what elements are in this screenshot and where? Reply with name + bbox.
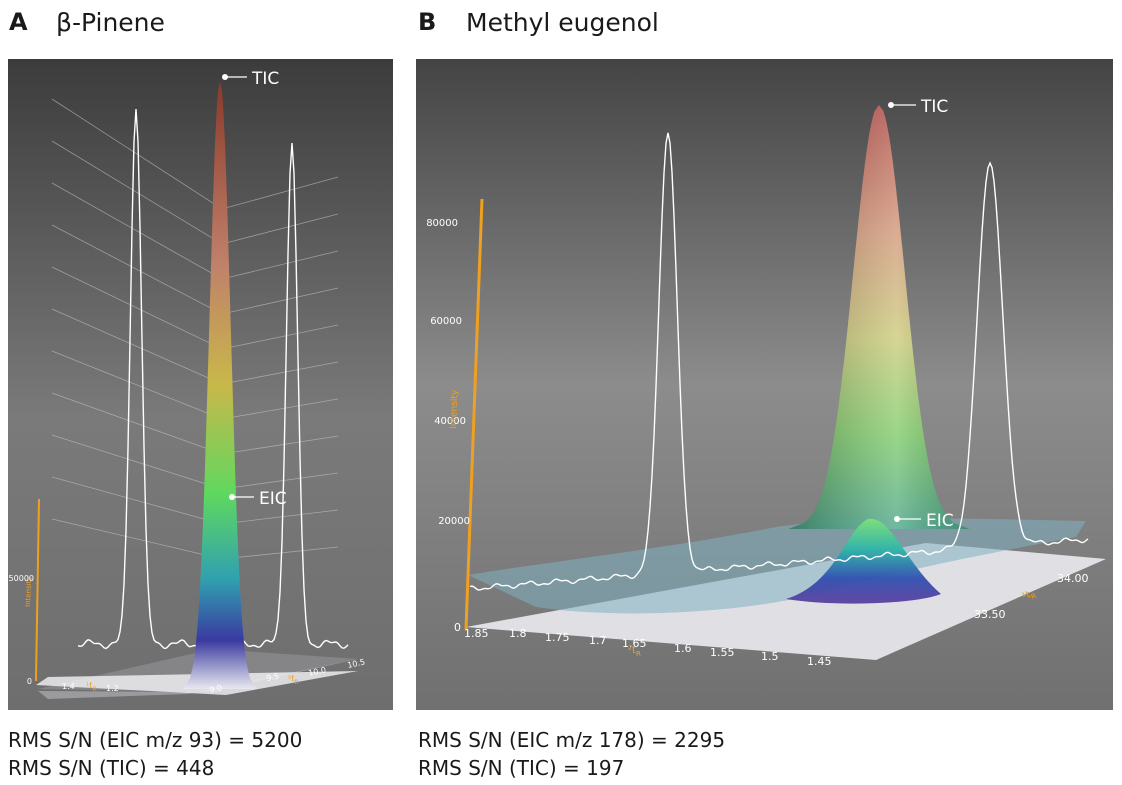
panel-b-eic-peak	[786, 518, 941, 604]
panel-a-xtick: 9.0	[209, 684, 223, 695]
panel-a-tic-peak	[182, 81, 258, 689]
panel-b-floor	[466, 543, 1106, 660]
panel-b-caption: RMS S/N (EIC m/z 178) = 2295 RMS S/N (TI…	[418, 726, 725, 782]
panel-b-xtick: 1.65	[622, 637, 647, 650]
panel-b-xtick: 1.55	[710, 646, 735, 659]
panel-a-x2-label: ²tR	[288, 674, 299, 686]
panel-b-xtick: 1.85	[464, 627, 489, 640]
panel-b-plot: 0 20000 40000 60000 80000 Intensity 1.85 1.8 1.7…	[416, 59, 1113, 710]
panel-b-x2-label: ¹tR	[1021, 587, 1038, 604]
panel-b-x2tick: 33.50	[974, 608, 1006, 621]
panel-a-x1-sub: R	[92, 686, 96, 693]
panel-b-x2-sub: R	[1030, 592, 1038, 601]
panel-b-title: Methyl eugenol	[466, 8, 659, 37]
panel-b-xtick: 1.6	[674, 642, 692, 655]
panel-b-xtick: 1.75	[545, 631, 570, 644]
panel-b-ytick: 80000	[426, 218, 458, 229]
panel-b-axis-title: Intensity	[449, 389, 460, 429]
panel-a-stat-eic: RMS S/N (EIC m/z 93) = 5200	[8, 728, 303, 752]
panel-a-letter: A	[9, 8, 28, 36]
panel-b-ytick: 40000	[434, 416, 466, 427]
panel-a-stat-tic: RMS S/N (TIC) = 448	[8, 756, 215, 780]
panel-b-eic-label: EIC	[926, 511, 954, 531]
panel-b-xtick: 1.45	[807, 655, 832, 668]
panel-a-axis-title: Intensity	[24, 576, 33, 607]
panel-b-stat-tic: RMS S/N (TIC) = 197	[418, 756, 625, 780]
panel-b-svg: 0 20000 40000 60000 80000 Intensity 1.85 1.8 1.7…	[416, 59, 1113, 710]
panel-b-intensity-axis: 0 20000 40000 60000 80000 Intensity	[426, 198, 484, 634]
panel-b-ytick: 0	[454, 621, 461, 634]
panel-a-ytick-50000: 50000	[9, 574, 34, 583]
panel-b-letter: B	[418, 8, 437, 36]
panel-b-xtick: 1.7	[589, 634, 607, 647]
panel-a-tic-label: TIC	[251, 69, 279, 89]
panel-b-ytick: 20000	[438, 516, 470, 527]
panel-b-tic-label: TIC	[920, 97, 948, 117]
panel-b-trace	[469, 132, 1089, 591]
panel-a-floor-ripple	[38, 659, 358, 699]
panel-a-xtick: 10.0	[308, 665, 327, 678]
panel-a-title: β-Pinene	[56, 8, 165, 37]
panel-a-xtick: 9.5	[266, 672, 280, 683]
panel-b-xtick: 1.5	[761, 650, 779, 663]
panel-a-eic-label: EIC	[259, 489, 287, 509]
panel-a-ytick-0: 0	[27, 677, 32, 686]
panel-b-tic-shading	[788, 105, 970, 529]
panel-a-x2-sub: R	[294, 679, 298, 686]
panel-a-xtick: 10.5	[347, 657, 366, 670]
panel-b-x2tick: 34.00	[1057, 572, 1089, 585]
panel-b-baseline-surface	[468, 518, 1086, 614]
panel-b-xtick: 1.8	[509, 627, 527, 640]
panel-a-caption: RMS S/N (EIC m/z 93) = 5200 RMS S/N (TIC…	[8, 726, 302, 782]
panel-b-stat-eic: RMS S/N (EIC m/z 178) = 2295	[418, 728, 726, 752]
panel-a-x1-label: ¹tR	[86, 681, 97, 693]
panel-b-ytick: 60000	[430, 316, 462, 327]
panel-b-axis-line	[464, 198, 484, 630]
panel-a-xtick: 1.4	[62, 682, 75, 691]
panel-a-plot: Intensity 50000 0 1.4 1.2 ¹tR 9.0 9.5 10.0 10.5 ²t…	[8, 59, 393, 710]
panel-b-x1-sub: R	[636, 650, 641, 658]
panel-a-axis-line	[35, 498, 40, 682]
panel-a-xtick: 1.2	[106, 684, 119, 693]
